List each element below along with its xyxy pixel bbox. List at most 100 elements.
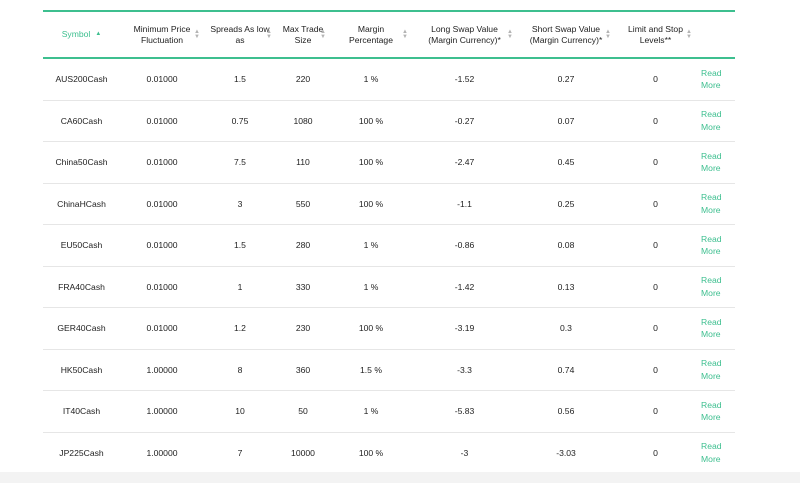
min-price-cell: 1.00000 xyxy=(146,447,178,458)
margin-cell: 1 % xyxy=(363,406,379,417)
column-header-min-price[interactable]: Minimum Price Fluctuation ▲ ▼ xyxy=(120,12,204,57)
short-swap-cell: 0.27 xyxy=(557,74,575,85)
symbol-cell: EU50Cash xyxy=(60,240,103,251)
short-swap-cell: 0.3 xyxy=(560,323,572,334)
table-row: China50Cash 0.01000 7.5 110 100 % -2.47 0.45 0 R… xyxy=(43,142,735,184)
long-swap-cell: -3.19 xyxy=(454,323,475,334)
table-row: GER40Cash 0.01000 1.2 230 100 % -3.19 0.3 0 Read… xyxy=(43,308,735,350)
read-more-link[interactable]: Read More xyxy=(696,225,735,266)
table-row: ChinaHCash 0.01000 3 550 100 % -1.1 0.25 0 Read M… xyxy=(43,184,735,225)
spreads-cell: 0.75 xyxy=(231,115,249,126)
read-more-label-line2: More xyxy=(701,412,721,423)
long-swap-cell: -0.27 xyxy=(454,115,475,126)
limit-stop-cell: 0 xyxy=(653,323,658,334)
long-swap-cell: -5.83 xyxy=(454,406,475,417)
column-header-spreads-label: Spreads As low as xyxy=(210,23,270,45)
read-more-link[interactable]: Read More xyxy=(696,101,735,142)
symbol-cell: JP225Cash xyxy=(59,447,104,458)
sort-ascending-icon[interactable]: ▲ xyxy=(95,31,102,37)
limit-stop-cell: 0 xyxy=(653,157,658,168)
read-more-label-line2: More xyxy=(701,163,721,174)
sort-both-icon[interactable]: ▲ ▼ xyxy=(402,28,408,40)
symbol-cell: IT40Cash xyxy=(62,406,101,417)
read-more-label-line1: Read xyxy=(701,441,722,452)
sort-both-icon[interactable]: ▲ ▼ xyxy=(507,28,513,40)
margin-cell: 100 % xyxy=(358,157,384,168)
table-row: JP225Cash 1.00000 7 10000 100 % -3 -3.03 0 Read M… xyxy=(43,433,735,475)
spreads-cell: 3 xyxy=(237,198,243,209)
read-more-text: Read More xyxy=(701,316,722,341)
read-more-label-line1: Read xyxy=(701,275,722,286)
long-swap-cell: -1.52 xyxy=(454,74,475,85)
spreads-cell: 1.5 xyxy=(234,74,246,85)
read-more-link[interactable]: Read More xyxy=(696,391,735,432)
limit-stop-cell: 0 xyxy=(653,447,658,458)
short-swap-cell: 0.07 xyxy=(557,115,575,126)
symbol-cell: FRA40Cash xyxy=(58,281,105,292)
read-more-text: Read More xyxy=(701,191,722,216)
max-trade-cell: 330 xyxy=(295,281,311,292)
table-row: IT40Cash 1.00000 10 50 1 % -5.83 0.56 0 Read More xyxy=(43,391,735,433)
read-more-link[interactable]: Read More xyxy=(696,59,735,100)
column-header-limit-stop-label: Limit and Stop Levels** xyxy=(628,23,683,45)
min-price-cell: 0.01000 xyxy=(146,323,178,334)
table-row: FRA40Cash 0.01000 1 330 1 % -1.42 0.13 0 Read Mor… xyxy=(43,267,735,308)
column-header-max-trade-label: Max Trade Size xyxy=(282,23,324,45)
sort-both-icon[interactable]: ▲ ▼ xyxy=(605,28,611,40)
spreads-cell: 7 xyxy=(237,447,243,458)
read-more-label-line2: More xyxy=(701,453,721,464)
column-header-max-trade[interactable]: Max Trade Size ▲ ▼ xyxy=(276,12,330,57)
sort-both-icon[interactable]: ▲ ▼ xyxy=(194,28,200,40)
sort-both-icon[interactable]: ▲ ▼ xyxy=(266,28,272,40)
column-header-symbol[interactable]: Symbol ▲ xyxy=(43,12,120,57)
column-header-limit-stop[interactable]: Limit and Stop Levels** ▲ ▼ xyxy=(615,12,696,57)
read-more-link[interactable]: Read More xyxy=(696,267,735,308)
margin-cell: 1 % xyxy=(363,240,379,251)
min-price-cell: 0.01000 xyxy=(146,115,178,126)
symbol-cell: GER40Cash xyxy=(57,323,106,334)
read-more-text: Read More xyxy=(701,150,722,175)
read-more-link[interactable]: Read More xyxy=(696,184,735,225)
short-swap-cell: 0.45 xyxy=(557,157,575,168)
read-more-text: Read More xyxy=(701,67,722,92)
read-more-link[interactable]: Read More xyxy=(696,142,735,183)
max-trade-cell: 550 xyxy=(295,198,311,209)
short-swap-cell: 0.08 xyxy=(557,240,575,251)
sort-both-icon[interactable]: ▲ ▼ xyxy=(320,28,326,40)
limit-stop-cell: 0 xyxy=(653,74,658,85)
long-swap-cell: -3.3 xyxy=(457,364,472,375)
spreads-cell: 1 xyxy=(237,281,243,292)
read-more-text: Read More xyxy=(701,108,722,133)
column-header-long-swap-label: Long Swap Value (Margin Currency)* xyxy=(428,23,501,45)
spreads-cell: 10 xyxy=(235,406,245,417)
min-price-cell: 1.00000 xyxy=(146,364,178,375)
read-more-label-line1: Read xyxy=(701,150,722,161)
limit-stop-cell: 0 xyxy=(653,364,658,375)
read-more-label-line1: Read xyxy=(701,399,722,410)
bottom-scroll-strip xyxy=(0,472,800,483)
max-trade-cell: 110 xyxy=(296,157,310,168)
read-more-text: Read More xyxy=(701,440,722,465)
read-more-label-line2: More xyxy=(701,246,721,257)
read-more-label-line2: More xyxy=(701,370,721,381)
column-header-spreads[interactable]: Spreads As low as ▲ ▼ xyxy=(204,12,276,57)
column-header-margin[interactable]: Margin Percentage ▲ ▼ xyxy=(330,12,412,57)
short-swap-cell: 0.74 xyxy=(557,364,575,375)
column-header-long-swap[interactable]: Long Swap Value (Margin Currency)* ▲ ▼ xyxy=(412,12,517,57)
spreads-cell: 7.5 xyxy=(234,157,246,168)
read-more-label-line1: Read xyxy=(701,192,722,203)
max-trade-cell: 1080 xyxy=(293,115,313,126)
table-row: HK50Cash 1.00000 8 360 1.5 % -3.3 0.74 0 Read Mor… xyxy=(43,350,735,391)
spreads-cell: 8 xyxy=(237,364,243,375)
symbol-cell: ChinaHCash xyxy=(57,198,106,209)
margin-cell: 1 % xyxy=(363,74,379,85)
read-more-link[interactable]: Read More xyxy=(696,308,735,349)
max-trade-cell: 360 xyxy=(295,364,311,375)
table-row: EU50Cash 0.01000 1.5 280 1 % -0.86 0.08 0 Read Mo… xyxy=(43,225,735,267)
max-trade-cell: 230 xyxy=(295,323,311,334)
column-header-short-swap[interactable]: Short Swap Value (Margin Currency)* ▲ ▼ xyxy=(517,12,615,57)
read-more-link[interactable]: Read More xyxy=(696,350,735,391)
read-more-link[interactable]: Read More xyxy=(696,433,735,474)
read-more-text: Read More xyxy=(701,357,722,382)
sort-both-icon[interactable]: ▲ ▼ xyxy=(686,28,692,40)
